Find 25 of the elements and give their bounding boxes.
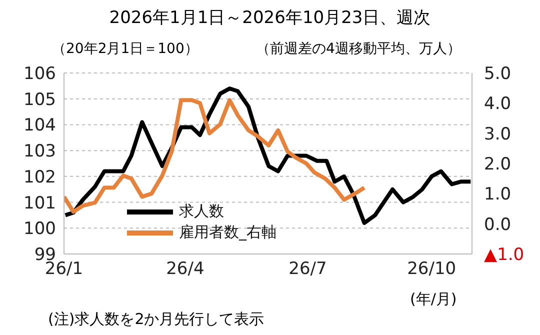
y2-axis-title: （前週差の4週移動平均、万人） (256, 40, 461, 58)
y-tick-label: 106 (24, 64, 56, 84)
y-tick-label: 103 (24, 142, 56, 162)
x-axis-title: (年/月) (410, 290, 457, 309)
legend-label: 求人数 (179, 202, 224, 221)
line-series (64, 86, 472, 225)
x-tick-label: 26/4 (166, 259, 204, 280)
y-axis-title: （20年2月1日＝100） (52, 40, 198, 58)
x-tick-label: 26/10 (407, 259, 456, 280)
y2-tick-label: 0.0 (484, 214, 512, 235)
y-tick-label: 104 (24, 116, 56, 136)
y2-tick-label: 4.0 (484, 94, 512, 114)
text: (注)求人数を2か月先行して表示 (48, 310, 264, 329)
legend-label: 雇用者数_右軸 (179, 223, 276, 242)
x-tick-label: 26/7 (288, 259, 327, 280)
y-tick-label: 101 (24, 193, 56, 214)
y2-tick-label: 2.0 (484, 154, 512, 174)
chart-title: 2026年1月1日～2026年10月23日、週次 (108, 7, 432, 29)
y-tick-label: 105 (24, 90, 56, 110)
y-tick-label: 100 (24, 219, 56, 240)
y2-tick-label: 3.0 (484, 124, 512, 144)
y-tick-label: 102 (24, 167, 56, 188)
y2-tick-label: 5.0 (484, 64, 512, 84)
y2-tick-label: ▲1.0 (484, 245, 524, 265)
y2-tick-label: 1.0 (484, 184, 512, 205)
